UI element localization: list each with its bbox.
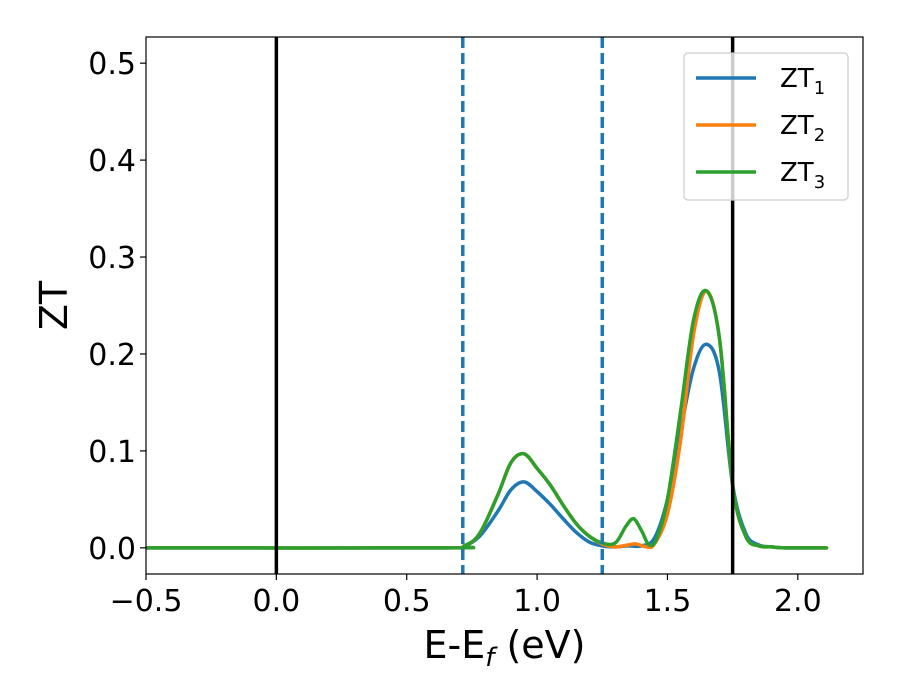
y-tick-label: 0.0 xyxy=(88,532,136,567)
axis-ticks: −0.5 0.0 0.5 1.0 1.5 2.0 0.0 0.1 0.2 0.3 0.4 0.5 xyxy=(88,47,821,619)
legend-label-zt1: ZT1 xyxy=(780,64,825,99)
x-tick-label: 2.0 xyxy=(774,584,822,619)
legend-label-zt3: ZT3 xyxy=(780,158,825,193)
plot-content xyxy=(146,37,829,574)
plot-frame xyxy=(145,36,864,575)
x-tick-label: 0.5 xyxy=(383,584,431,619)
y-tick-label: 0.2 xyxy=(88,338,136,373)
y-tick-label: 0.1 xyxy=(88,435,136,470)
legend-label-zt2: ZT2 xyxy=(780,111,825,146)
legend: ZT1 ZT2 ZT3 xyxy=(683,52,849,201)
y-tick-label: 0.3 xyxy=(88,241,136,276)
y-tick-label: 0.5 xyxy=(88,47,136,82)
x-tick-label: 1.5 xyxy=(644,584,692,619)
x-tick-label: −0.5 xyxy=(110,584,183,619)
x-tick-label: 1.0 xyxy=(513,584,561,619)
x-axis-label: E-Ef (eV) xyxy=(424,623,586,673)
x-axis-label-main: E-E xyxy=(424,623,486,667)
plot-area xyxy=(146,37,829,574)
y-axis-label: ZT xyxy=(32,280,76,330)
x-tick-label: 0.0 xyxy=(253,584,301,619)
y-tick-label: 0.4 xyxy=(88,144,136,179)
legend-box xyxy=(683,52,849,201)
x-axis-label-unit: (eV) xyxy=(494,623,585,667)
